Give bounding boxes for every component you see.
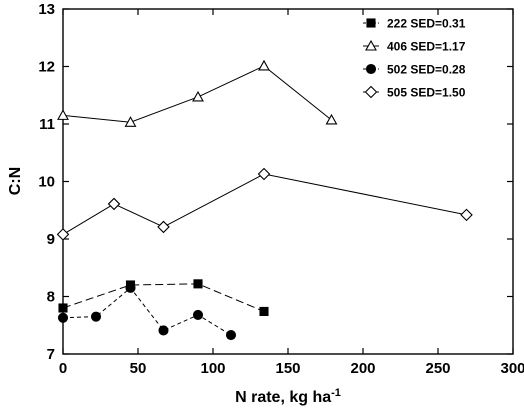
- data-point: [192, 90, 204, 102]
- data-point: [107, 197, 121, 211]
- x-axis-ticks: 0 50 100 150 200 250 300: [59, 9, 524, 377]
- x-tick-label: 150: [275, 360, 300, 377]
- data-point: [57, 312, 69, 323]
- legend-item: 406 SED=1.17: [363, 40, 466, 54]
- y-tick-label: 7: [47, 346, 55, 363]
- series-line: [62, 173, 467, 235]
- data-point: [257, 167, 271, 181]
- series-layer: [56, 59, 473, 341]
- plot-area-border: [62, 8, 514, 355]
- legend-marker: [364, 85, 378, 99]
- series-line: [62, 287, 232, 336]
- data-point: [158, 325, 169, 336]
- y-tick-label: 9: [47, 231, 55, 248]
- legend-item: 222 SED=0.31: [363, 17, 466, 31]
- series-line: [62, 283, 265, 312]
- legend-marker: [366, 18, 376, 28]
- data-point: [258, 59, 270, 71]
- legend-label: 406 SED=1.17: [387, 40, 466, 54]
- series-2: [57, 59, 338, 127]
- x-tick-label: 250: [425, 360, 450, 377]
- data-point: [225, 329, 237, 341]
- series-3: [57, 282, 237, 341]
- y-axis-label: C:N: [7, 167, 24, 195]
- plot-frame: [62, 8, 514, 355]
- legend-label: 502 SED=0.28: [387, 63, 466, 77]
- y-tick-label: 8: [47, 289, 55, 306]
- legend-marker: [365, 39, 377, 51]
- legend: 222 SED=0.31 406 SED=1.17 502 SED=0.28 505 …: [363, 17, 466, 100]
- y-tick-label: 11: [39, 116, 55, 133]
- series-1: [58, 279, 269, 317]
- data-point: [56, 228, 70, 241]
- data-point: [157, 220, 170, 234]
- legend-item: 505 SED=1.50: [363, 86, 466, 100]
- y-tick-label: 12: [38, 59, 55, 76]
- data-point: [90, 311, 102, 322]
- x-tick-label: 50: [130, 360, 147, 377]
- y-tick-label: 10: [38, 174, 55, 191]
- data-point: [325, 113, 338, 125]
- data-point: [192, 309, 204, 320]
- legend-label: 222 SED=0.31: [387, 17, 466, 31]
- x-tick-label: 300: [500, 360, 524, 377]
- x-axis-label: N rate, kg ha-1: [235, 387, 341, 406]
- legend-label: 505 SED=1.50: [387, 86, 466, 100]
- y-tick-label: 13: [38, 1, 55, 18]
- data-point: [57, 109, 69, 120]
- data-point: [193, 279, 203, 289]
- x-tick-label: 200: [350, 360, 375, 377]
- legend-item: 502 SED=0.28: [363, 63, 466, 77]
- data-point: [58, 303, 68, 313]
- legend-marker: [365, 63, 377, 75]
- data-point: [124, 116, 137, 127]
- y-axis-ticks: 7 8 9 10 11 12 13: [38, 1, 513, 363]
- data-point: [125, 282, 136, 293]
- x-axis-label-superscript: -1: [331, 387, 341, 399]
- x-tick-label: 100: [200, 360, 225, 377]
- data-point: [460, 208, 473, 222]
- x-tick-label: 0: [59, 360, 67, 377]
- data-point: [259, 306, 269, 317]
- series-4: [56, 167, 473, 241]
